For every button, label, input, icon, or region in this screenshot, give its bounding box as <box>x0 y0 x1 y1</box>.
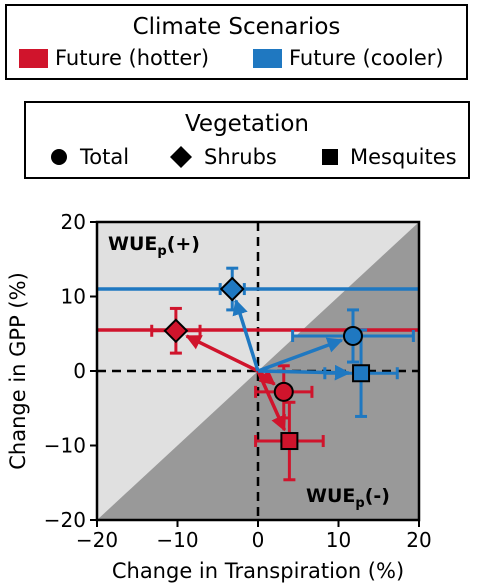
legend-label-mesquites: Mesquites <box>350 145 457 169</box>
y-axis-label: Change in GPP (%) <box>6 272 30 470</box>
legend-entry-total: Total <box>50 145 129 169</box>
plot-area <box>97 222 419 520</box>
annotation-wue-negative: WUEp(-) <box>306 485 390 511</box>
arrow-1-0 <box>257 337 344 373</box>
legend-label-shrubs: Shrubs <box>204 145 277 169</box>
legend-label-total: Total <box>80 145 130 169</box>
legend-label-cooler: Future (cooler) <box>289 46 444 70</box>
diamond-marker-icon <box>170 146 192 168</box>
legend-label-hotter: Future (hotter) <box>55 46 210 70</box>
legend-entry-mesquites: Mesquites <box>322 145 457 169</box>
legend-entry-cooler: Future (cooler) <box>253 46 444 70</box>
vegetation-legend-title: Vegetation <box>184 111 310 137</box>
climate-legend-title: Climate Scenarios <box>132 14 341 40</box>
x-tick-label-4: 20 <box>406 528 431 552</box>
cooler-swatch <box>253 48 282 68</box>
point-diamond-1-1 <box>219 276 245 302</box>
x-tick-label-1: −10 <box>156 528 198 552</box>
y-tick-label-4: 20 <box>61 210 86 234</box>
x-tick-label-2: 0 <box>252 528 265 552</box>
point-square-0-2 <box>280 432 299 451</box>
point-circle-1-0 <box>342 325 363 346</box>
circle-marker-icon <box>51 149 67 165</box>
legend-entry-shrubs: Shrubs <box>170 145 277 169</box>
legend-entry-hotter: Future (hotter) <box>19 46 209 70</box>
point-square-1-2 <box>352 364 371 383</box>
y-tick-label-0: −20 <box>44 508 86 532</box>
point-circle-0-0 <box>273 381 294 402</box>
arrow-1-1 <box>232 298 260 372</box>
climate-legend: Climate Scenarios Future (hotter) Future… <box>5 4 468 80</box>
y-tick-label-2: 0 <box>73 359 86 383</box>
x-axis-label: Change in Transpiration (%) <box>112 559 404 583</box>
arrow-0-2 <box>256 370 287 432</box>
point-diamond-0-1 <box>163 318 189 344</box>
annotation-wue-positive: WUEp(+) <box>108 233 200 259</box>
y-tick-label-3: 10 <box>61 285 86 309</box>
hotter-swatch <box>19 48 48 68</box>
square-marker-icon <box>322 149 338 165</box>
y-tick-label-1: −10 <box>44 434 86 458</box>
arrow-0-1 <box>185 334 259 373</box>
vegetation-legend: Vegetation Total Shrubs Mesquites <box>24 101 470 179</box>
x-tick-label-0: −20 <box>76 528 118 552</box>
x-tick-label-3: 10 <box>326 528 351 552</box>
